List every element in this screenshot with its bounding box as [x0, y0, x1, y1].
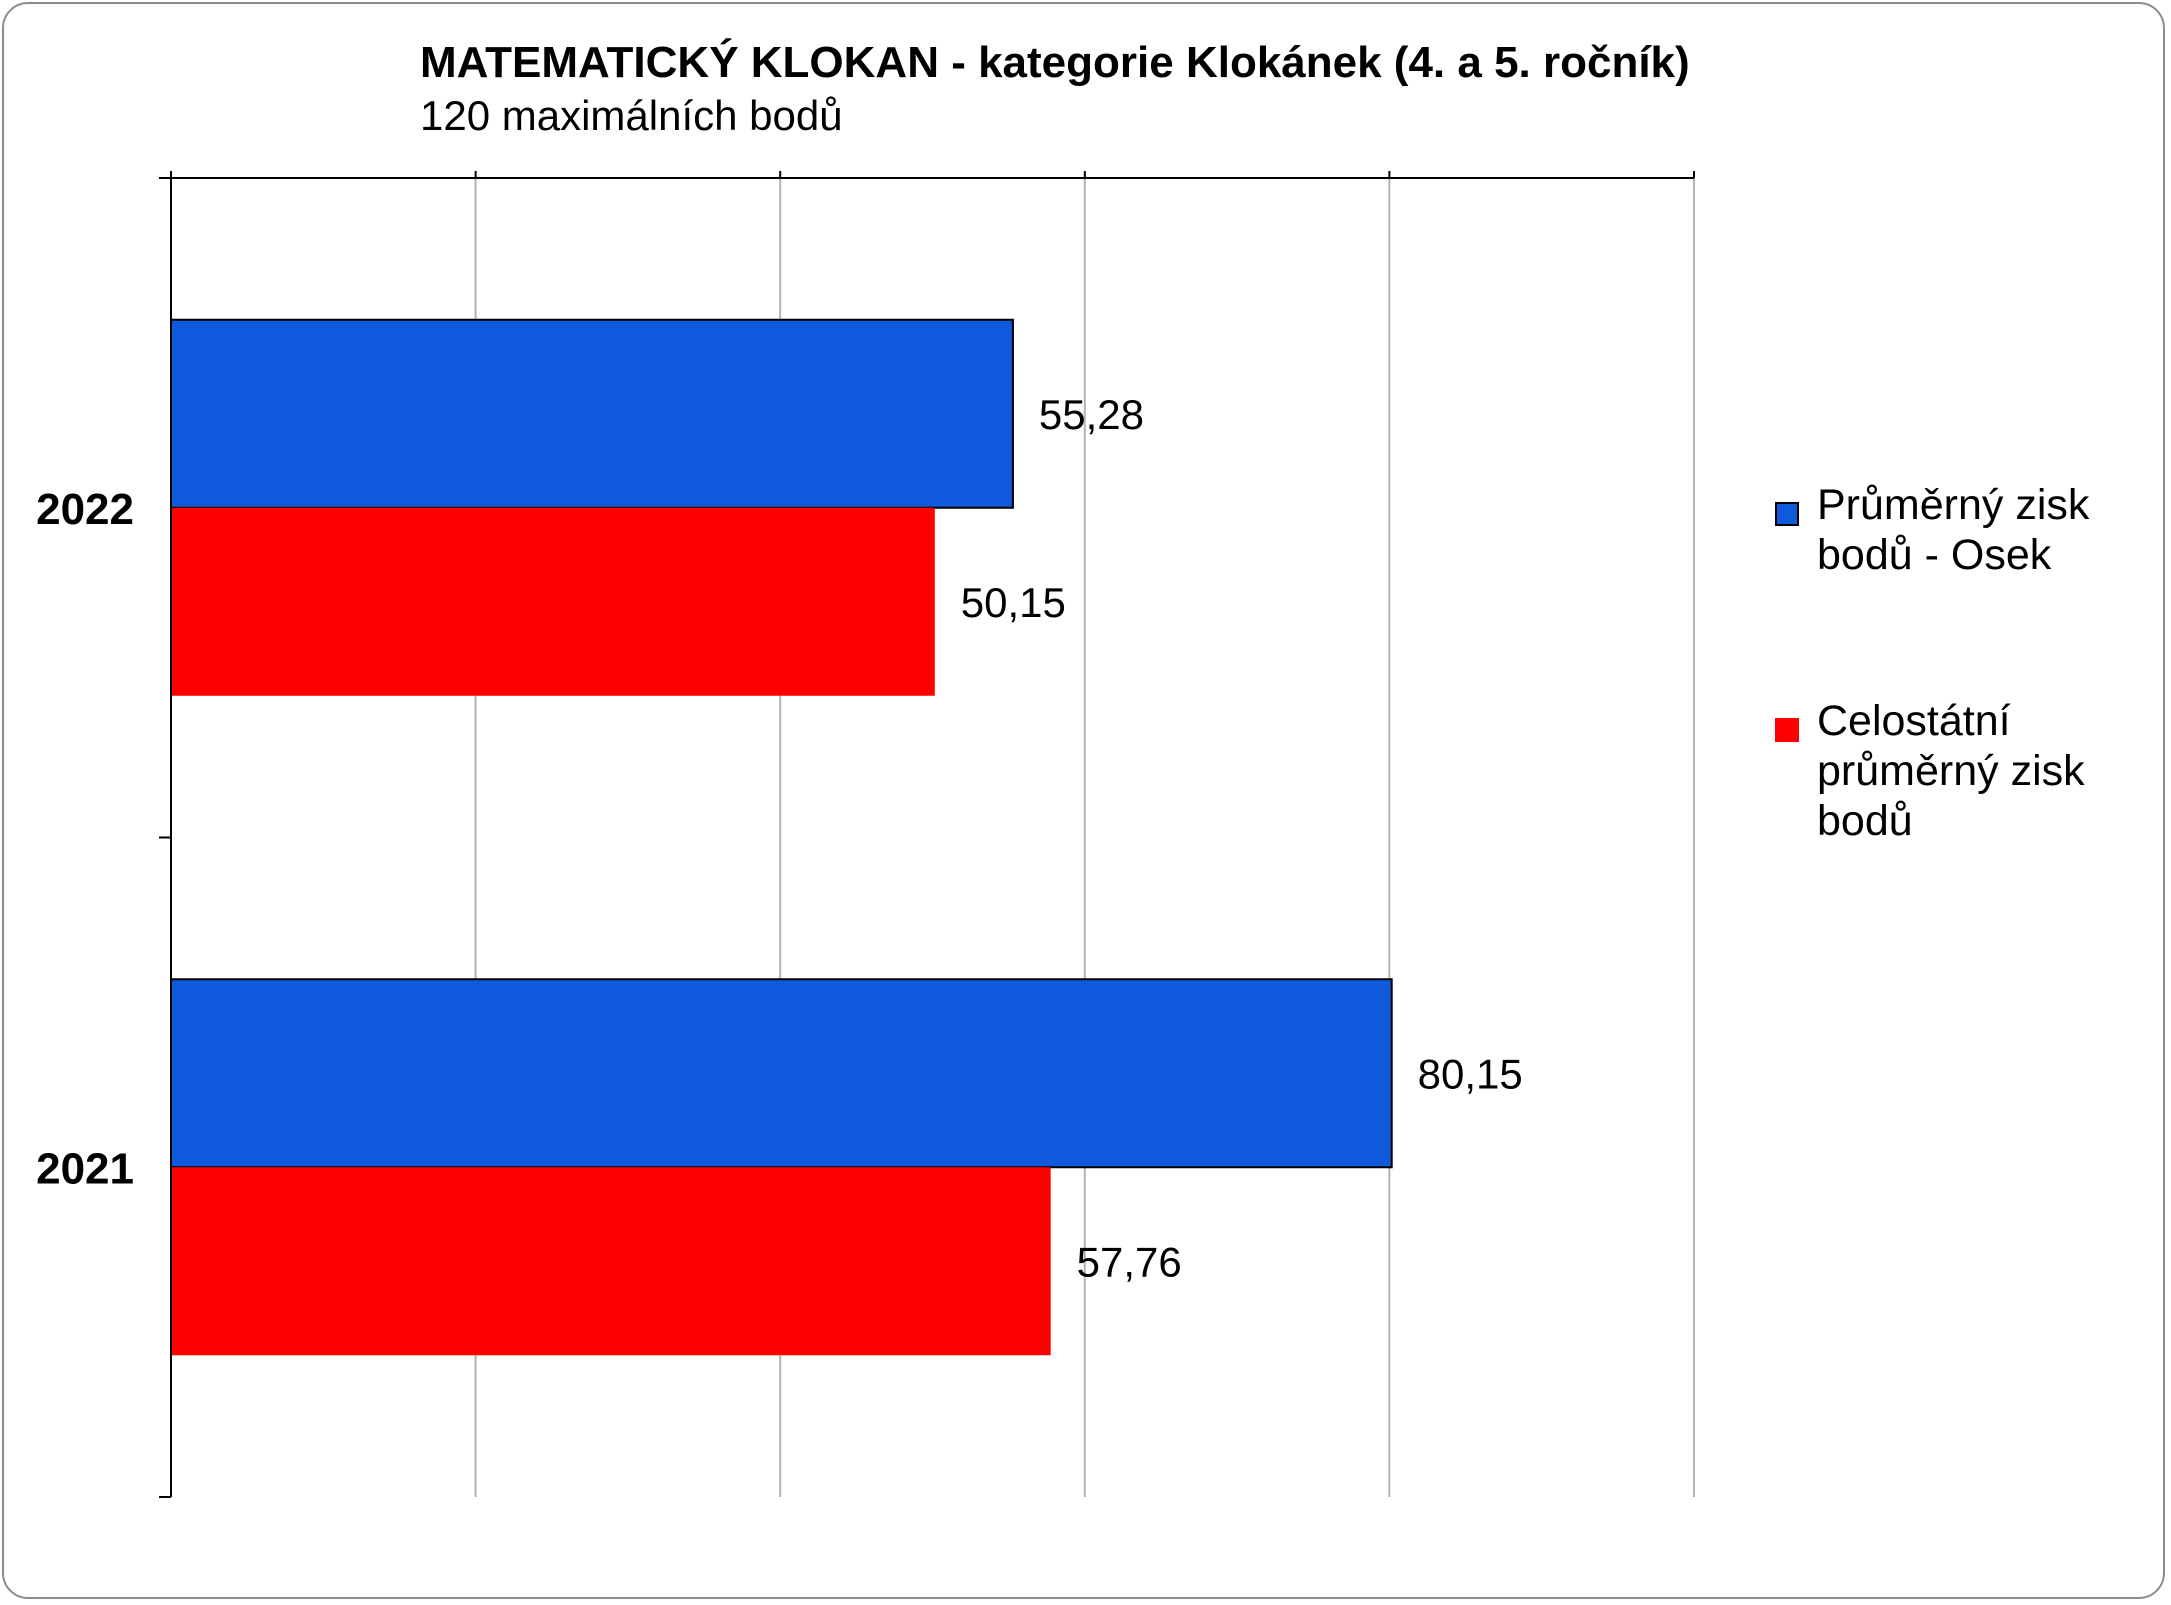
data-label-2022-series-0: 55,28 [1039, 391, 1144, 438]
bar-2021-series-1 [171, 1167, 1051, 1356]
bar-2022-series-0 [170, 318, 1014, 509]
legend-swatch-osek [1775, 502, 1799, 526]
bars [170, 318, 1393, 1356]
legend-item-osek: Průměrný zisk bodů - Osek [1775, 480, 2155, 580]
bar-2022-series-1 [171, 507, 935, 696]
chart-subtitle: 120 maximálních bodů [420, 92, 843, 139]
category-label-2021: 2021 [36, 1144, 134, 1193]
axes [159, 171, 1695, 1498]
legend-swatch-national [1775, 718, 1799, 742]
data-label-2022-series-1: 50,15 [961, 579, 1066, 626]
legend-item-national: Celostátní průměrný zisk bodů [1775, 696, 2155, 846]
category-label-2022: 2022 [36, 485, 134, 534]
legend-label-national: Celostátní průměrný zisk bodů [1817, 697, 2085, 845]
chart-title: MATEMATICKÝ KLOKAN - kategorie Klokánek … [420, 38, 1690, 87]
legend: Průměrný zisk bodů - Osek Celostátní prů… [1775, 480, 2155, 846]
bar-2021-series-0 [170, 978, 1393, 1169]
labels: 55,28 50,15 2022 80,15 57,76 2021 [36, 391, 1523, 1286]
data-label-2021-series-1: 57,76 [1077, 1238, 1182, 1285]
data-label-2021-series-0: 80,15 [1418, 1050, 1523, 1097]
legend-label-osek: Průměrný zisk bodů - Osek [1817, 481, 2090, 579]
